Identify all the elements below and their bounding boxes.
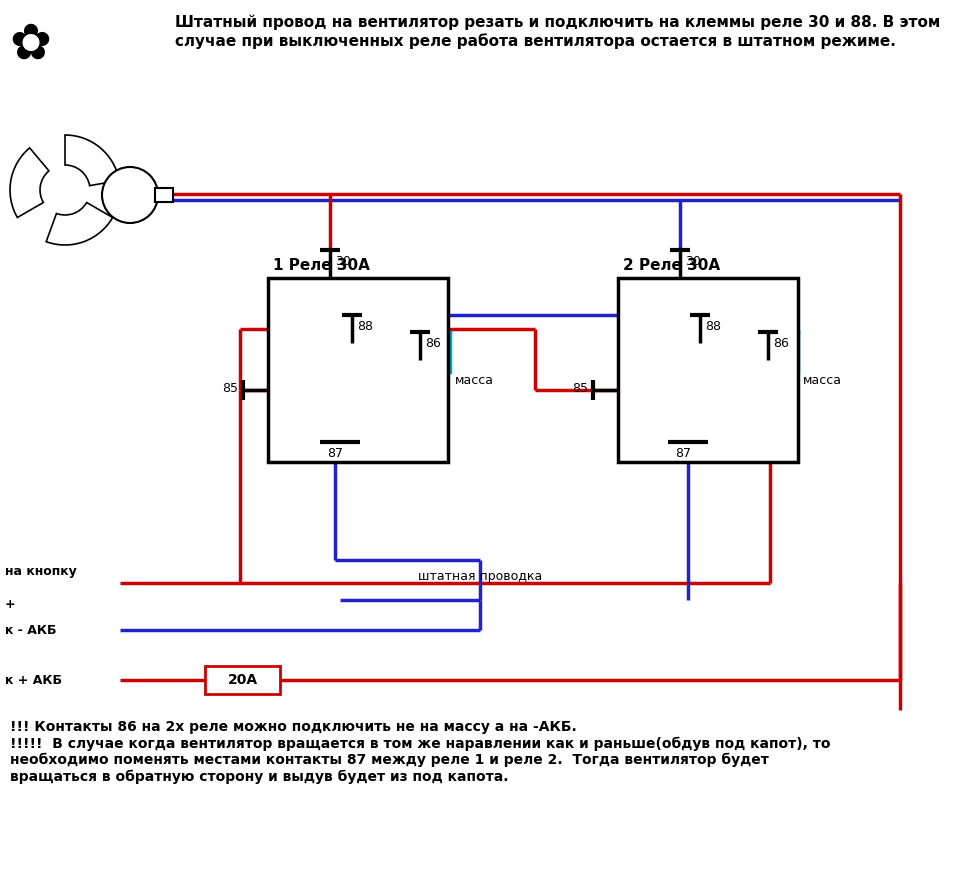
Text: к + АКБ: к + АКБ (5, 673, 62, 687)
Bar (155, 188, 173, 202)
Text: 1 Реле 30А: 1 Реле 30А (273, 258, 370, 273)
Bar (618, 278, 798, 462)
Text: 2 Реле 30А: 2 Реле 30А (623, 258, 720, 273)
Text: на кнопку: на кнопку (5, 565, 77, 578)
Text: Штатный провод на вентилятор резать и подключить на клеммы реле 30 и 88. В этом
: Штатный провод на вентилятор резать и по… (175, 15, 940, 49)
Text: масса: масса (803, 374, 842, 387)
Text: 87: 87 (327, 447, 343, 460)
Text: 87: 87 (675, 447, 691, 460)
Text: +: + (5, 598, 15, 611)
Text: 88: 88 (357, 320, 373, 333)
Bar (268, 278, 448, 462)
Text: 86: 86 (425, 337, 441, 350)
Text: ✿: ✿ (9, 21, 51, 69)
Text: 85: 85 (222, 381, 238, 395)
Text: 85: 85 (572, 381, 588, 395)
Text: 30: 30 (685, 255, 701, 268)
Text: масса: масса (455, 374, 494, 387)
Text: 20А: 20А (228, 673, 257, 687)
Text: 88: 88 (705, 320, 721, 333)
Text: !!! Контакты 86 на 2х реле можно подключить не на массу а на -АКБ.
!!!!!  В случ: !!! Контакты 86 на 2х реле можно подключ… (10, 720, 830, 784)
Text: 30: 30 (335, 255, 350, 268)
Bar (205, 666, 280, 694)
Text: 86: 86 (773, 337, 789, 350)
Circle shape (102, 167, 158, 223)
Text: к - АКБ: к - АКБ (5, 623, 57, 636)
Text: штатная проводка: штатная проводка (418, 570, 542, 583)
